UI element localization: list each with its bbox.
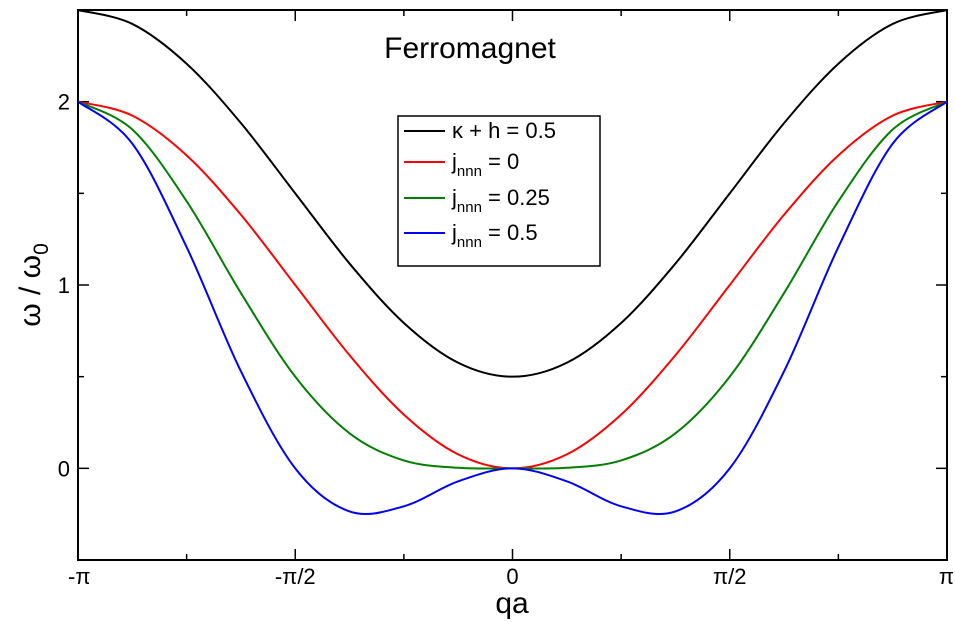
y-tick-label: 2 (58, 90, 70, 115)
y-axis-label-sub: 0 (30, 243, 53, 255)
x-tick-label: π/2 (713, 564, 747, 589)
x-tick-label: -π/2 (275, 564, 316, 589)
legend-label-0: κ + h = 0.5 (452, 118, 556, 143)
y-tick-label: 0 (58, 456, 70, 481)
y-axis-label: ω / ω0 (14, 243, 53, 327)
x-axis-label: qa (495, 587, 529, 620)
plot-area (78, 10, 947, 560)
y-tick-label: 1 (58, 273, 70, 298)
chart-title: Ferromagnet (384, 32, 556, 65)
x-tick-label: π (939, 564, 954, 589)
x-tick-label: 0 (506, 564, 518, 589)
y-axis-label-main: ω / ω (14, 255, 47, 327)
axis-ticks (78, 10, 947, 560)
x-tick-label: -π (68, 564, 91, 589)
plot-frame (78, 10, 947, 560)
